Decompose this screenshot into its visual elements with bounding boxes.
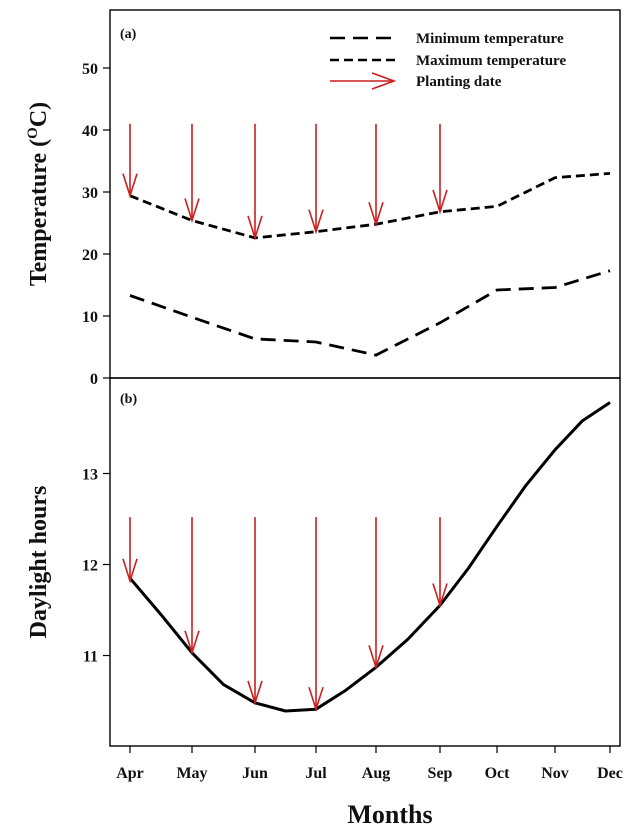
legend-max-label: Maximum temperature bbox=[416, 53, 566, 69]
panel-a-ylabel-main: Temperature ( bbox=[26, 139, 52, 286]
panel-a-ylabel-tail: C) bbox=[26, 102, 52, 127]
chart-marks: Apr May Jun Jul Aug Sep Oct Nov Dec 0 10 20 30 40 50 11… bbox=[82, 61, 623, 782]
x-tick-label: Jun bbox=[242, 765, 268, 782]
y-tick-label: 50 bbox=[82, 61, 98, 78]
x-tick-label: Sep bbox=[428, 765, 453, 782]
x-axis-title: Months bbox=[347, 800, 432, 829]
series-daylight-hours-line bbox=[130, 403, 610, 712]
x-tick-label: May bbox=[176, 765, 207, 782]
panel-a-ylabel: Temperature (OC) bbox=[25, 102, 52, 286]
x-tick-label: Oct bbox=[485, 765, 511, 782]
panel-a-label: (a) bbox=[120, 27, 137, 42]
y-tick-label: 0 bbox=[90, 371, 98, 388]
y-tick-label: 10 bbox=[82, 309, 98, 326]
y-tick-label: 30 bbox=[82, 185, 98, 202]
x-tick-label: Nov bbox=[541, 765, 569, 782]
panel-a-ylabel-sup: O bbox=[25, 127, 41, 139]
panel-b-ylabel: Daylight hours bbox=[26, 486, 52, 639]
x-tick-label: Jul bbox=[305, 765, 327, 782]
panel-b-frame bbox=[110, 378, 620, 746]
panel-b-label: (b) bbox=[120, 392, 137, 407]
legend-min-label: Minimum temperature bbox=[416, 31, 564, 47]
y-tick-label: 40 bbox=[82, 123, 98, 140]
y-tick-label: 11 bbox=[83, 649, 98, 666]
legend-planting-label: Planting date bbox=[416, 74, 502, 90]
y-tick-label: 13 bbox=[82, 467, 98, 484]
y-tick-label: 12 bbox=[82, 558, 98, 575]
legend: Minimum temperature Maximum temperature … bbox=[330, 31, 566, 90]
x-tick-label: Dec bbox=[597, 765, 623, 782]
x-tick-label: Aug bbox=[362, 765, 390, 782]
y-tick-label: 20 bbox=[82, 247, 98, 264]
series-minimum-temperature-line bbox=[130, 271, 610, 355]
x-tick-label: Apr bbox=[116, 765, 144, 782]
